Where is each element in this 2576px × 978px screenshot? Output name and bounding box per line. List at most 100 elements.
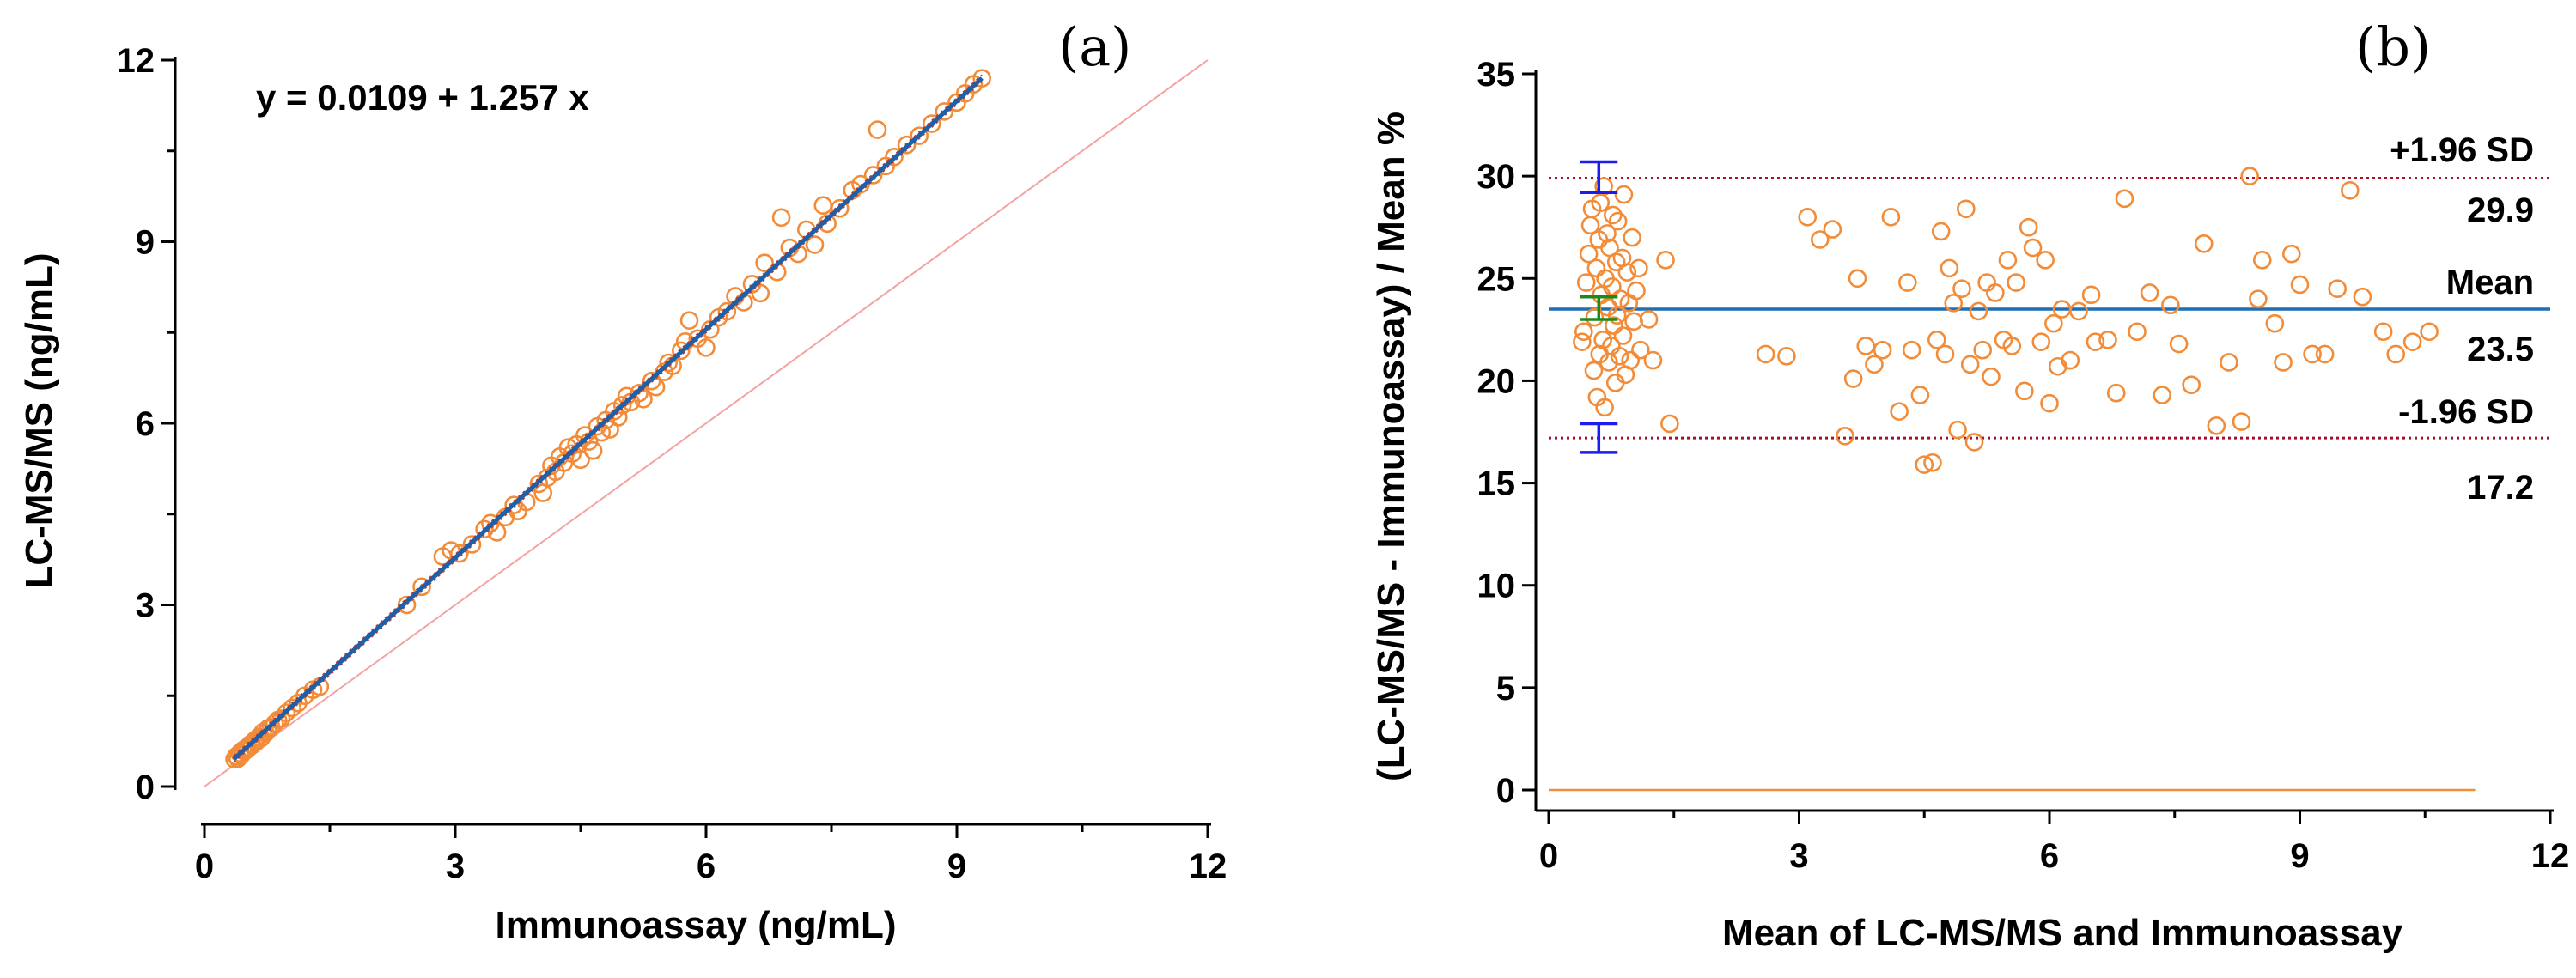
data-point-a <box>717 301 737 321</box>
regression-ci-lower <box>233 81 983 763</box>
data-point-b <box>1584 361 1604 380</box>
data-point-a <box>475 519 494 539</box>
data-point-b <box>1595 398 1614 417</box>
data-point-b <box>1940 258 1959 278</box>
data-point-b <box>1598 224 1617 243</box>
data-point-a <box>412 577 431 597</box>
data-point-b <box>2386 344 2406 364</box>
data-point-a <box>935 102 954 121</box>
x-tick-label-a: 6 <box>697 847 716 885</box>
data-point-a <box>805 235 825 254</box>
data-point-b <box>1856 337 1876 355</box>
data-point-b <box>2252 251 2272 270</box>
data-point-b <box>1624 312 1643 331</box>
data-point-b <box>2044 313 2063 333</box>
data-point-b <box>2098 330 2117 349</box>
data-point-b <box>2019 217 2038 237</box>
y-tick-label-b: 30 <box>1477 158 1516 196</box>
data-point-b <box>1948 420 1967 440</box>
data-point-b <box>2069 301 2088 321</box>
data-point-b <box>2265 313 2285 333</box>
data-point-b <box>2240 167 2259 185</box>
data-point-b <box>1611 289 1630 308</box>
data-point-a <box>868 120 887 139</box>
y-tick-label-a: 12 <box>117 42 155 80</box>
data-point-b <box>1631 340 1650 360</box>
data-point-a <box>897 135 917 155</box>
data-point-b <box>1923 453 1942 472</box>
data-point-b <box>2315 344 2335 364</box>
data-point-a <box>571 450 590 470</box>
data-point-a <box>583 440 603 460</box>
data-point-b <box>1873 340 1892 360</box>
data-point-a <box>671 341 691 361</box>
data-point-b <box>2086 332 2105 351</box>
data-point-a <box>462 535 482 554</box>
data-point-a <box>487 523 507 542</box>
data-point-b <box>2182 375 2201 394</box>
data-point-b <box>2153 386 2171 404</box>
data-point-b <box>2249 289 2268 308</box>
data-point-b <box>1610 347 1629 366</box>
data-point-a <box>659 353 679 373</box>
data-point-b <box>2031 332 2051 351</box>
data-point-a <box>277 703 296 722</box>
data-point-b <box>1977 273 1996 292</box>
data-point-b <box>1998 251 2018 270</box>
data-point-b <box>1656 251 1675 270</box>
data-point-b <box>1973 340 1993 360</box>
data-point-b <box>1848 269 1867 289</box>
y-tick-label-a: 9 <box>136 224 155 262</box>
data-point-a <box>813 196 833 215</box>
data-point-b <box>2194 234 2214 253</box>
panel-a-regression: (a) y = 0.0109 + 1.257 x Immunoassay (ng… <box>18 15 1227 946</box>
data-point-b <box>1604 316 1623 335</box>
data-point-b <box>1964 433 1984 452</box>
x-tick-label-a: 0 <box>195 847 214 885</box>
data-point-b <box>1604 205 1623 225</box>
upper-loa-value: 29.9 <box>2467 191 2534 229</box>
panel-b-label: (b) <box>2355 15 2431 78</box>
x-tick-label-b: 0 <box>1539 837 1558 875</box>
data-point-b <box>1823 220 1842 239</box>
x-axis-title-b: Mean of LC-MS/MS and Immunoassay <box>1722 912 2403 954</box>
plot-area-a: 0 3 6 9 12 0 3 6 9 12 <box>117 42 1227 885</box>
y-axis-title-b: (LC-MS/MS - Immunoassay) / Mean % <box>1370 112 1412 781</box>
data-point-b <box>2036 251 2055 270</box>
data-point-b <box>2281 244 2301 264</box>
data-point-b <box>1586 258 1606 278</box>
data-point-b <box>1777 347 1796 366</box>
data-point-b <box>1902 340 1921 360</box>
panel-b-bland-altman: (b) Mean of LC-MS/MS and Immunoassay (LC… <box>1370 15 2569 954</box>
data-point-b <box>1957 199 1976 219</box>
data-point-a <box>283 698 302 718</box>
data-point-b <box>2140 283 2159 302</box>
lower-loa-label: -1.96 SD <box>2398 393 2534 431</box>
data-point-b <box>1629 258 1648 278</box>
mean-label: Mean <box>2446 264 2534 301</box>
x-tick-label-a: 12 <box>1189 847 1227 885</box>
y-tick-label-b: 5 <box>1496 670 1515 708</box>
data-point-b <box>2040 393 2059 413</box>
data-point-b <box>2328 279 2348 299</box>
data-point-b <box>1756 344 1775 364</box>
data-point-b <box>1931 222 1951 241</box>
x-tick-label-b: 3 <box>1789 837 1808 875</box>
data-point-b <box>2341 181 2360 200</box>
y-tick-label-a: 6 <box>136 405 155 443</box>
data-point-b <box>1585 307 1605 327</box>
data-point-a <box>271 709 291 728</box>
data-point-b <box>1613 326 1633 345</box>
data-point-a <box>885 148 904 167</box>
data-point-b <box>1574 322 1593 342</box>
data-point-a <box>634 389 653 409</box>
data-point-b <box>1836 426 1854 446</box>
data-point-a <box>646 377 666 397</box>
data-point-a <box>755 253 774 272</box>
data-point-b <box>1643 350 1663 370</box>
y-axis-title-a: LC-MS/MS (ng/mL) <box>18 252 60 588</box>
data-point-b <box>2081 285 2101 305</box>
data-point-b <box>1592 285 1611 305</box>
data-point-b <box>1944 294 1964 313</box>
y-tick-label-b: 0 <box>1496 772 1515 810</box>
